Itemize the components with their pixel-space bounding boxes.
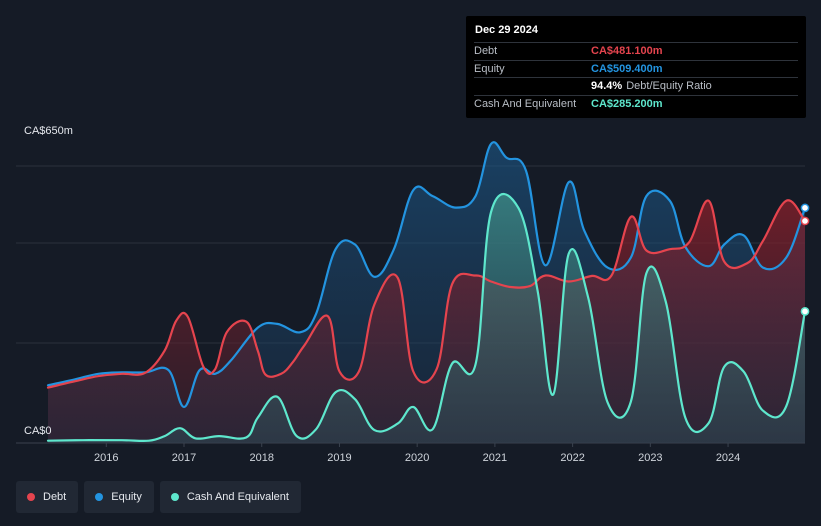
legend-cash-dot-icon — [170, 493, 179, 501]
tooltip-cash-label: Cash And Equivalent — [474, 97, 577, 110]
x-tick-label-2018: 2018 — [249, 452, 273, 464]
series-endpoints — [800, 203, 810, 316]
legend-item-debt[interactable]: Debt — [16, 481, 79, 513]
legend-item-cash[interactable]: Cash And Equivalent — [159, 481, 301, 513]
x-tick-label-2021: 2021 — [483, 452, 507, 464]
y-axis-max-label: CA$650m — [24, 125, 73, 137]
equity-end-point — [800, 203, 810, 213]
x-tick-label-2023: 2023 — [638, 452, 662, 464]
x-tick-label-2020: 2020 — [405, 452, 429, 464]
tooltip-date: Dec 29 2024 — [475, 24, 538, 36]
tooltip-debt-value: CA$481.100m — [591, 45, 663, 58]
equity-line — [46, 141, 807, 409]
legend-debt-label: Debt — [43, 491, 67, 503]
debt-end-point — [800, 216, 810, 226]
series-lines — [46, 141, 807, 443]
x-tick-label-2017: 2017 — [172, 452, 196, 464]
tooltip-row-equity: Equity CA$509.400m — [474, 59, 798, 78]
tooltip-row-ratio: 94.4% Debt/Equity Ratio — [474, 77, 798, 95]
tooltip-equity-value: CA$509.400m — [591, 62, 663, 75]
tooltip-equity-label: Equity — [474, 62, 505, 75]
tooltip-ratio-label: Debt/Equity Ratio — [626, 80, 712, 93]
tooltip-cash-value: CA$285.200m — [591, 97, 663, 110]
legend-item-equity[interactable]: Equity — [84, 481, 154, 513]
tooltip-ratio-value: 94.4% — [591, 80, 623, 93]
chart-legend: Debt Equity Cash And Equivalent — [16, 481, 301, 513]
x-tick-label-2019: 2019 — [327, 452, 351, 464]
debt-area — [48, 200, 805, 443]
tooltip-panel: Dec 29 2024 Debt CA$481.100m Equity CA$5… — [466, 16, 806, 118]
x-tick-label-2016: 2016 — [94, 452, 118, 464]
legend-cash-label: Cash And Equivalent — [186, 491, 289, 503]
cash-and-equivalent-line — [46, 192, 807, 443]
legend-equity-label: Equity — [111, 491, 142, 503]
x-tick-label-2024: 2024 — [716, 452, 740, 464]
cash-and-equivalent-end-point — [800, 307, 810, 316]
tooltip-debt-label: Debt — [474, 45, 498, 58]
cash-and-equivalent-area — [48, 193, 805, 443]
debt-line — [46, 199, 807, 389]
legend-debt-dot-icon — [27, 493, 35, 501]
tooltip-row-cash: Cash And Equivalent CA$285.200m — [474, 94, 798, 113]
series-areas — [48, 142, 805, 443]
legend-equity-dot-icon — [95, 493, 104, 501]
x-axis-ticks: 2016 2017 2018 2019 2020 2021 2022 2023 2024 — [94, 443, 740, 464]
x-tick-label-2022: 2022 — [560, 452, 584, 464]
y-axis-zero-label: CA$0 — [24, 425, 52, 437]
tooltip-row-debt: Debt CA$481.100m — [474, 42, 798, 60]
